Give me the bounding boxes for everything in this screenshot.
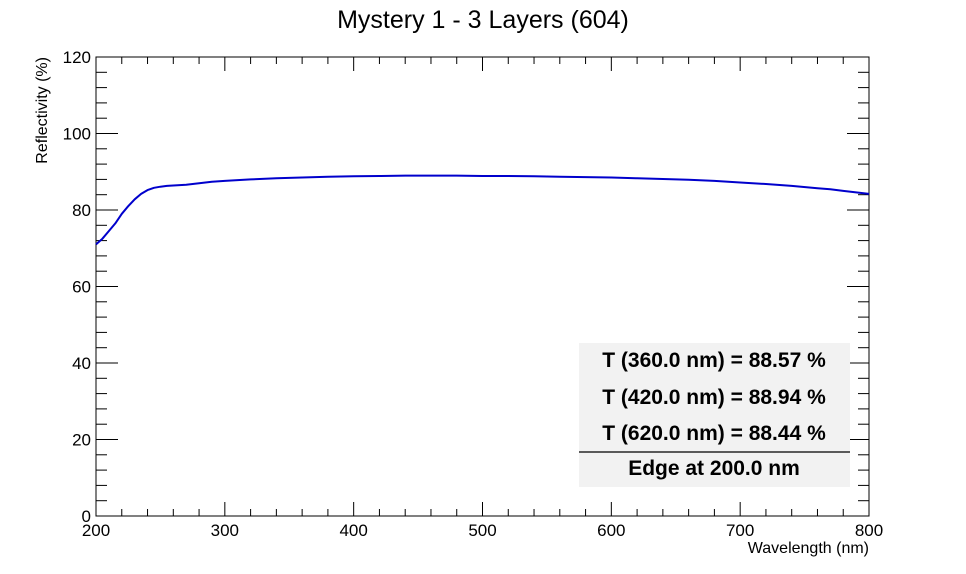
- x-tick-label: 600: [597, 521, 625, 540]
- series-line: [95, 174, 870, 246]
- axes: 200 300 400 500 600 700 800 0 20 40 60 80 100 120: [63, 48, 884, 540]
- y-tick-label: 80: [72, 201, 91, 220]
- y-tick-label: 120: [63, 48, 91, 67]
- legend-entry: T (420.0 nm) = 88.94 %: [602, 386, 826, 409]
- x-axis-label: Wavelength (nm): [748, 540, 869, 557]
- chart-title: Mystery 1 - 3 Layers (604): [337, 6, 629, 34]
- legend-box: T (360.0 nm) = 88.57 % T (420.0 nm) = 88…: [579, 343, 850, 487]
- y-tick-label: 60: [72, 278, 91, 297]
- legend-entry: T (360.0 nm) = 88.57 %: [602, 349, 826, 372]
- y-tick-label: 100: [63, 125, 91, 144]
- x-tick-label: 800: [855, 521, 883, 540]
- legend-background: [579, 343, 850, 487]
- series-layer: [95, 174, 870, 246]
- legend-entry: T (620.0 nm) = 88.44 %: [602, 422, 826, 445]
- y-tick-label: 20: [72, 431, 91, 450]
- x-tick-label: 700: [726, 521, 754, 540]
- x-tick-label: 500: [468, 521, 496, 540]
- x-tick-label: 300: [211, 521, 239, 540]
- y-tick-label: 40: [72, 354, 91, 373]
- y-tick-label: 0: [82, 507, 91, 526]
- x-tick-label: 200: [82, 521, 110, 540]
- x-tick-label: 400: [339, 521, 367, 540]
- y-axis-label: Reflectivity (%): [34, 57, 51, 164]
- legend-footer: Edge at 200.0 nm: [628, 457, 800, 480]
